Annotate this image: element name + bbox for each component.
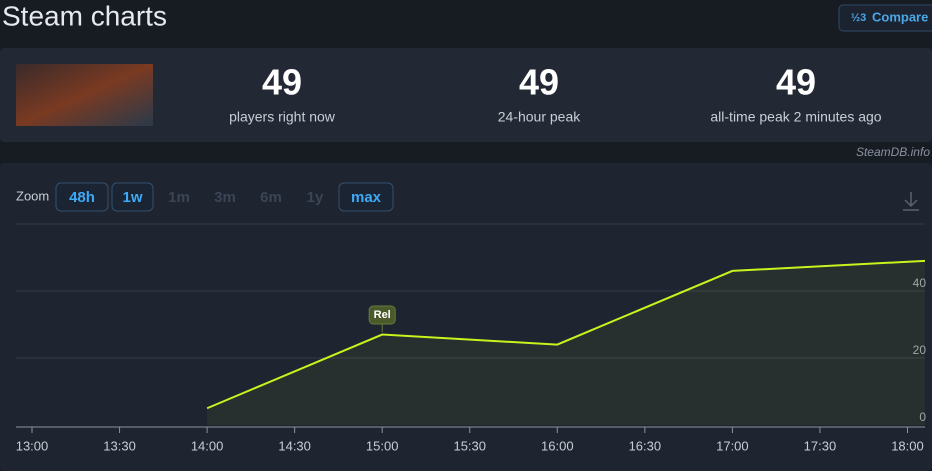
stat-value: 49 [519,62,559,103]
x-tick-label: 16:30 [629,438,662,453]
y-tick-label: 40 [913,276,927,290]
game-thumbnail [16,64,153,126]
zoom-option[interactable]: 1w [122,189,142,206]
x-tick-label: 14:30 [278,438,311,453]
zoom-option[interactable]: max [351,189,382,206]
x-tick-label: 13:30 [103,438,136,453]
stat-label: 24-hour peak [498,109,582,125]
zoom-option: 1y [307,189,324,206]
zoom-option: 3m [214,189,236,206]
download-icon[interactable] [903,192,919,211]
zoom-option[interactable]: 48h [69,189,95,206]
stat-value: 49 [776,62,816,103]
zoom-option: 6m [260,189,282,206]
x-tick-label: 14:00 [191,438,224,453]
annotation-label[interactable]: Rel [374,309,391,321]
y-tick-label: 20 [913,343,927,357]
compare-icon: ½3 [851,12,866,24]
x-tick-label: 15:00 [366,438,399,453]
stat-label: players right now [229,109,336,125]
chart-panel [0,163,932,471]
annotation-badge[interactable] [368,305,396,325]
x-tick-label: 15:30 [453,438,486,453]
stat-value: 49 [262,62,302,103]
page-title: Steam charts [2,0,167,31]
stat-label: all-time peak 2 minutes ago [710,109,881,125]
stats-panel [0,48,932,142]
x-tick-label: 13:00 [16,438,49,453]
x-tick-label: 17:00 [716,438,749,453]
zoom-button[interactable] [55,182,109,212]
series-line [206,259,926,410]
zoom-button[interactable] [338,182,394,212]
credit: SteamDB.info [856,145,930,159]
series-area [207,260,926,425]
compare-label[interactable]: Compare [872,9,928,24]
zoom-button[interactable] [111,182,154,212]
x-tick-label: 17:30 [804,438,837,453]
zoom-option: 1m [168,189,190,206]
x-tick-label: 18:00 [891,438,924,453]
zoom-label: Zoom [16,188,49,203]
x-tick-label: 16:00 [541,438,574,453]
y-tick-label: 0 [919,410,926,424]
compare-button[interactable] [838,4,932,32]
